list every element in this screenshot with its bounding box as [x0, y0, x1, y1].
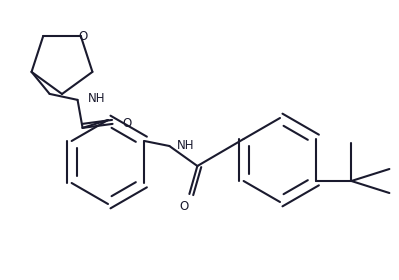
Text: O: O: [122, 117, 132, 130]
Text: NH: NH: [87, 92, 105, 105]
Text: NH: NH: [178, 139, 195, 151]
Text: O: O: [180, 200, 189, 213]
Text: O: O: [78, 30, 87, 43]
